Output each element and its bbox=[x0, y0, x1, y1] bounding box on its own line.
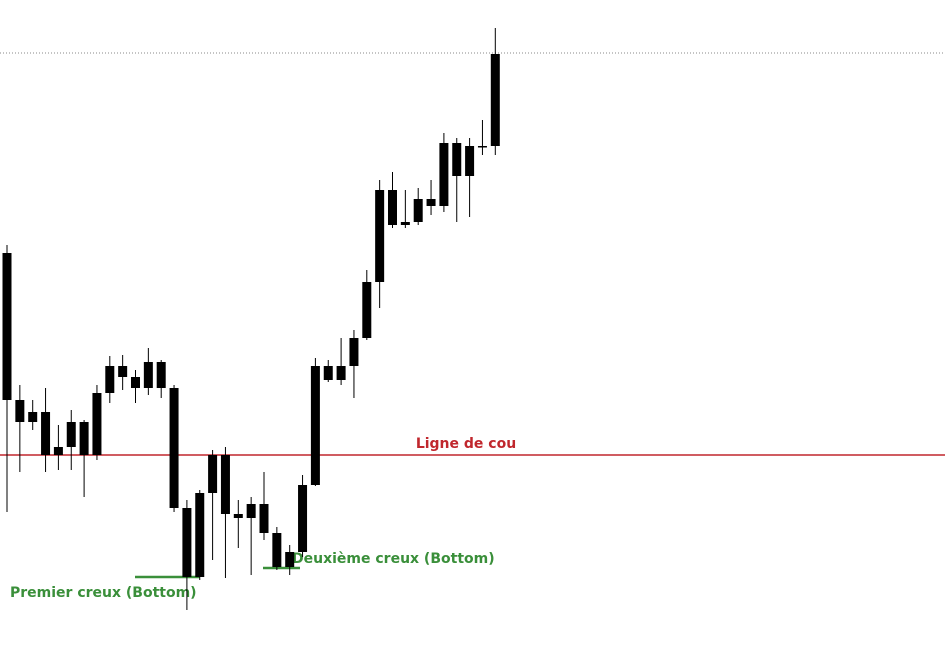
candle-body bbox=[285, 552, 295, 567]
candle-body bbox=[66, 422, 76, 447]
candle-body bbox=[79, 422, 89, 455]
candle-body bbox=[490, 54, 500, 146]
candle-body bbox=[272, 533, 282, 567]
candle-body bbox=[220, 455, 230, 514]
candle-body bbox=[182, 508, 192, 577]
candle-body bbox=[41, 412, 51, 455]
candle-body bbox=[375, 190, 385, 282]
candle-body bbox=[336, 366, 346, 380]
candle-body bbox=[15, 400, 25, 422]
candle-body bbox=[426, 199, 436, 206]
candle-body bbox=[413, 199, 423, 222]
candle-body bbox=[388, 190, 397, 225]
candle-body bbox=[28, 412, 38, 422]
level-label: Deuxième creux (Bottom) bbox=[292, 551, 495, 567]
candle-body bbox=[208, 455, 218, 493]
candle-body bbox=[2, 253, 12, 400]
candle-body bbox=[465, 146, 475, 176]
candle-body bbox=[143, 362, 153, 388]
candle-body bbox=[362, 282, 372, 338]
candle-body bbox=[131, 377, 140, 388]
candle-body bbox=[233, 514, 243, 518]
candle-body bbox=[400, 222, 410, 225]
candle-body bbox=[452, 143, 462, 176]
level-label: Ligne de cou bbox=[416, 436, 516, 452]
candle-body bbox=[92, 393, 102, 455]
candle-body bbox=[105, 366, 115, 393]
candle-body bbox=[195, 493, 205, 577]
candle-body bbox=[310, 366, 320, 485]
candle-body bbox=[477, 146, 487, 148]
candle-body bbox=[156, 362, 166, 388]
candle-body bbox=[53, 447, 63, 455]
candle-body bbox=[246, 504, 256, 518]
candle-body bbox=[298, 485, 308, 552]
candle-body bbox=[259, 504, 269, 533]
candle-body bbox=[439, 143, 449, 206]
candle-body bbox=[349, 338, 359, 366]
candle-body bbox=[118, 366, 128, 377]
candle-body bbox=[169, 388, 179, 508]
level-label: Premier creux (Bottom) bbox=[10, 585, 197, 601]
candle-body bbox=[323, 366, 333, 380]
